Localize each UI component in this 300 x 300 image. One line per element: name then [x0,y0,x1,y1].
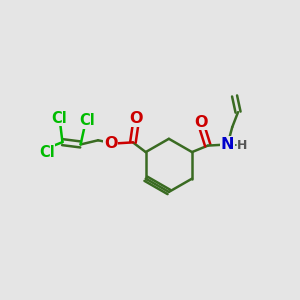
Text: N: N [221,137,234,152]
Text: O: O [104,136,118,151]
Text: Cl: Cl [79,113,94,128]
Text: O: O [130,111,143,126]
Text: Cl: Cl [39,145,55,160]
Text: O: O [195,115,208,130]
Text: Cl: Cl [51,111,67,126]
Text: H: H [237,139,248,152]
